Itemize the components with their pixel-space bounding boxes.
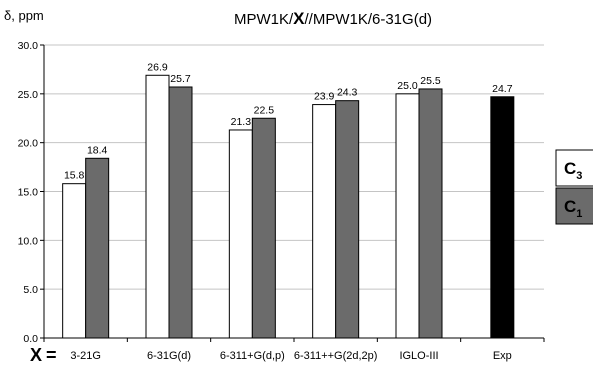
bar-c3 bbox=[228, 129, 253, 339]
chart-title: MPW1K/X//MPW1K/6-31G(d) bbox=[234, 9, 432, 28]
value-label-c1: 25.5 bbox=[420, 75, 441, 87]
legend-label-sub: 3 bbox=[576, 170, 582, 182]
bar-c1 bbox=[251, 117, 276, 339]
bar-c3 bbox=[62, 183, 87, 339]
value-label-c3: 26.9 bbox=[147, 61, 168, 73]
y-axis-ticks: 0.0 5.0 10.0 15.0 20.0 25.0 30.0 bbox=[18, 40, 44, 345]
bar-exp bbox=[490, 96, 515, 339]
y-tick-label: 5.0 bbox=[23, 284, 38, 296]
legend-box bbox=[555, 187, 593, 225]
y-tick-label: 25.0 bbox=[18, 89, 39, 101]
legend-label-sub: 1 bbox=[576, 208, 582, 220]
chart-title-after: //MPW1K/6-31G(d) bbox=[305, 11, 433, 28]
x-axis-categories: 3-21G 6-31G(d) 6-311+G(d,p) 6-311++G(2d,2p)… bbox=[70, 350, 511, 362]
value-label-exp: 24.7 bbox=[492, 83, 513, 95]
legend-label: C1 bbox=[564, 197, 582, 220]
x-category-label: IGLO-III bbox=[399, 350, 438, 362]
bar-c1 bbox=[418, 88, 443, 339]
bar-c3 bbox=[145, 74, 170, 339]
bar-c1 bbox=[168, 86, 193, 339]
value-label-c1: 18.4 bbox=[87, 144, 108, 156]
x-category-label: 6-31G(d) bbox=[147, 350, 191, 362]
x-category-label: Exp bbox=[493, 350, 512, 362]
x-variable-label: X = bbox=[30, 345, 57, 365]
value-label-c1: 25.7 bbox=[170, 73, 191, 85]
y-tick-label: 15.0 bbox=[18, 187, 39, 199]
x-category-label: 3-21G bbox=[70, 350, 101, 362]
legend-box bbox=[555, 149, 593, 187]
bars bbox=[62, 74, 515, 339]
legend-label-main: C bbox=[564, 159, 576, 178]
legend-label-main: C bbox=[564, 197, 576, 216]
x-variable-equals: = bbox=[46, 345, 57, 365]
value-label-c3: 25.0 bbox=[397, 80, 418, 92]
bar-c3 bbox=[312, 104, 337, 339]
x-category-label: 6-311++G(2d,2p) bbox=[294, 350, 378, 362]
x-category-label: 6-311+G(d,p) bbox=[220, 350, 285, 362]
legend-label: C3 bbox=[564, 159, 582, 182]
y-tick-label: 20.0 bbox=[18, 138, 39, 150]
y-tick-label: 30.0 bbox=[18, 40, 39, 52]
bar-c1 bbox=[335, 100, 360, 339]
chart-title-before: MPW1K/ bbox=[234, 11, 294, 28]
value-label-c3: 21.3 bbox=[231, 116, 252, 128]
y-tick-label: 0.0 bbox=[23, 333, 38, 345]
axes bbox=[43, 45, 545, 342]
bar-c3 bbox=[395, 93, 420, 339]
x-variable-symbol: X bbox=[30, 345, 42, 365]
gridlines bbox=[44, 44, 544, 290]
y-axis-label: δ, ppm bbox=[4, 8, 44, 23]
value-label-c3: 15.8 bbox=[64, 170, 85, 182]
bar-c1 bbox=[85, 157, 110, 339]
value-label-c3: 23.9 bbox=[314, 91, 335, 103]
chart-title-var: X bbox=[293, 9, 305, 28]
value-label-c1: 24.3 bbox=[337, 87, 358, 99]
value-labels: 15.8 18.4 26.925.7 21.322.5 23.9 24.3 25.0 25.5… bbox=[64, 61, 513, 181]
y-tick-label: 10.0 bbox=[18, 235, 39, 247]
value-label-c1: 22.5 bbox=[254, 104, 275, 116]
